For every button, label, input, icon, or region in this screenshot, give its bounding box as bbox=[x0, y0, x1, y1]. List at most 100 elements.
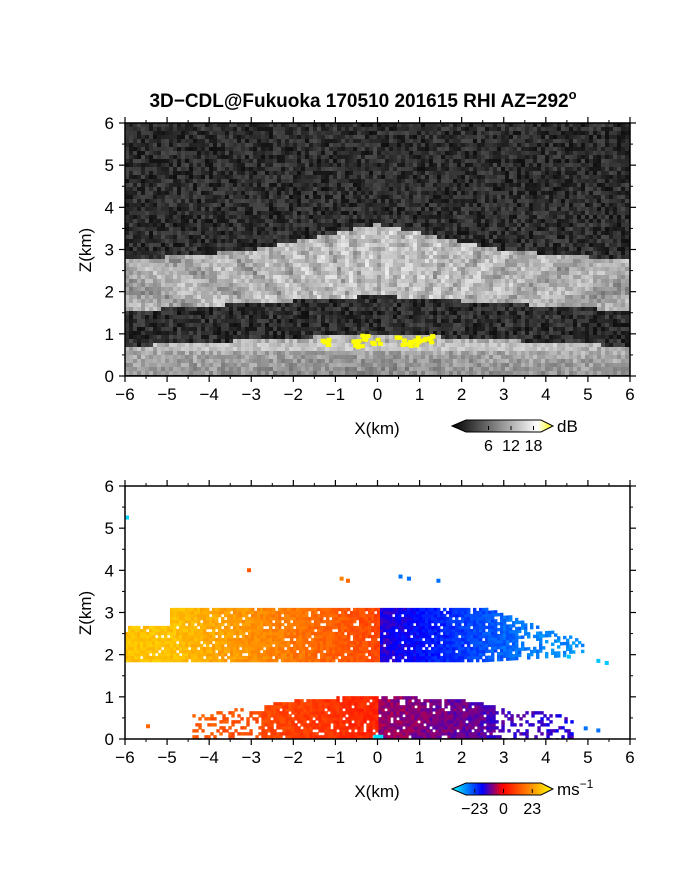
backscatter-cell bbox=[469, 171, 473, 175]
backscatter-cell bbox=[429, 259, 433, 263]
backscatter-cell bbox=[337, 271, 341, 275]
backscatter-cell bbox=[213, 135, 217, 139]
backscatter-cell bbox=[189, 279, 193, 283]
backscatter-cell bbox=[401, 231, 405, 235]
backscatter-cell bbox=[333, 219, 337, 223]
backscatter-cell bbox=[453, 151, 457, 155]
backscatter-cell bbox=[177, 175, 181, 179]
backscatter-cell bbox=[373, 235, 377, 239]
backscatter-cell bbox=[245, 255, 249, 259]
backscatter-cell bbox=[553, 259, 557, 263]
backscatter-cell bbox=[145, 179, 149, 183]
backscatter-cell bbox=[137, 207, 141, 211]
backscatter-cell bbox=[141, 255, 145, 259]
backscatter-cell bbox=[417, 179, 421, 183]
backscatter-cell bbox=[341, 199, 345, 203]
backscatter-cell bbox=[537, 235, 541, 239]
backscatter-cell bbox=[449, 211, 453, 215]
backscatter-cell bbox=[529, 183, 533, 187]
backscatter-cell bbox=[177, 251, 181, 255]
backscatter-cell bbox=[365, 131, 369, 135]
backscatter-cell bbox=[125, 151, 129, 155]
backscatter-cell bbox=[569, 143, 573, 147]
backscatter-cell bbox=[301, 159, 305, 163]
backscatter-cell bbox=[449, 207, 453, 211]
backscatter-heatmap bbox=[125, 123, 630, 376]
backscatter-cell bbox=[413, 143, 417, 147]
backscatter-cell bbox=[617, 179, 621, 183]
backscatter-cell bbox=[517, 219, 521, 223]
backscatter-cell bbox=[365, 203, 369, 207]
backscatter-cell bbox=[353, 155, 357, 159]
backscatter-cell bbox=[449, 123, 453, 127]
backscatter-cell bbox=[321, 239, 325, 243]
backscatter-cell bbox=[621, 227, 625, 231]
backscatter-cell bbox=[621, 143, 625, 147]
backscatter-cell bbox=[133, 255, 137, 259]
backscatter-cell bbox=[377, 243, 381, 247]
backscatter-cell bbox=[325, 255, 329, 259]
backscatter-cell bbox=[613, 159, 617, 163]
backscatter-cell bbox=[613, 231, 617, 235]
backscatter-cell bbox=[377, 155, 381, 159]
backscatter-cell bbox=[437, 271, 441, 275]
backscatter-cell bbox=[541, 203, 545, 207]
backscatter-cell bbox=[209, 131, 213, 135]
backscatter-cell bbox=[129, 223, 133, 227]
backscatter-cell bbox=[605, 139, 609, 143]
backscatter-cell bbox=[273, 275, 277, 279]
backscatter-cell bbox=[405, 163, 409, 167]
backscatter-cell bbox=[221, 255, 225, 259]
backscatter-cell bbox=[617, 135, 621, 139]
backscatter-cell bbox=[257, 211, 261, 215]
backscatter-cell bbox=[509, 187, 513, 191]
backscatter-cell bbox=[369, 171, 373, 175]
backscatter-cell bbox=[517, 151, 521, 155]
backscatter-cell bbox=[185, 199, 189, 203]
backscatter-cell bbox=[209, 275, 213, 279]
backscatter-cell bbox=[461, 199, 465, 203]
backscatter-cell bbox=[157, 187, 161, 191]
backscatter-cell bbox=[157, 223, 161, 227]
backscatter-cell bbox=[477, 247, 481, 251]
backscatter-cell bbox=[365, 175, 369, 179]
backscatter-cell bbox=[173, 183, 177, 187]
backscatter-cell bbox=[137, 203, 141, 207]
backscatter-cell bbox=[125, 195, 129, 199]
backscatter-cell bbox=[217, 167, 221, 171]
backscatter-cell bbox=[545, 123, 549, 127]
backscatter-cell bbox=[433, 239, 437, 243]
backscatter-cell bbox=[205, 163, 209, 167]
backscatter-cell bbox=[145, 235, 149, 239]
backscatter-cell bbox=[569, 263, 573, 267]
backscatter-cell bbox=[233, 263, 237, 267]
backscatter-cell bbox=[181, 231, 185, 235]
backscatter-cell bbox=[489, 167, 493, 171]
backscatter-cell bbox=[397, 143, 401, 147]
backscatter-cell bbox=[133, 259, 137, 263]
backscatter-cell bbox=[537, 263, 541, 267]
backscatter-cell bbox=[365, 155, 369, 159]
backscatter-cell bbox=[349, 211, 353, 215]
backscatter-cell bbox=[389, 203, 393, 207]
backscatter-cell bbox=[417, 231, 421, 235]
backscatter-cell bbox=[289, 191, 293, 195]
backscatter-cell bbox=[573, 251, 577, 255]
backscatter-cell bbox=[309, 183, 313, 187]
backscatter-cell bbox=[317, 135, 321, 139]
backscatter-cell bbox=[373, 199, 377, 203]
backscatter-cell bbox=[285, 131, 289, 135]
backscatter-cell bbox=[573, 195, 577, 199]
backscatter-cell bbox=[137, 243, 141, 247]
backscatter-cell bbox=[373, 155, 377, 159]
backscatter-cell bbox=[593, 243, 597, 247]
backscatter-cell bbox=[325, 223, 329, 227]
backscatter-cell bbox=[425, 227, 429, 231]
backscatter-cell bbox=[317, 187, 321, 191]
backscatter-cell bbox=[437, 195, 441, 199]
backscatter-cell bbox=[221, 139, 225, 143]
backscatter-cell bbox=[317, 235, 321, 239]
backscatter-cell bbox=[377, 147, 381, 151]
backscatter-cell bbox=[309, 171, 313, 175]
backscatter-cell bbox=[533, 179, 537, 183]
